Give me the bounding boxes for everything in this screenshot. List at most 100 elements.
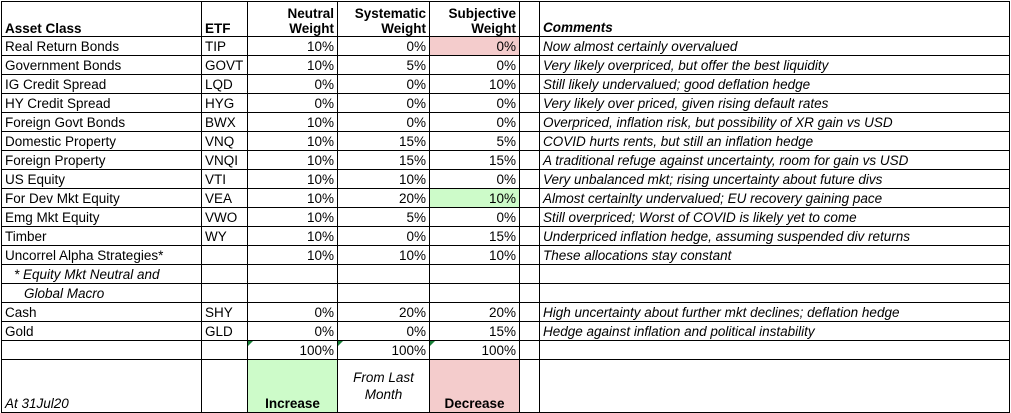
asset-class-cell: Real Return Bonds [1,36,202,56]
neutral-weight-cell: 10% [247,169,338,189]
spacer-cell [519,169,540,189]
header-comments: Comments [539,1,1010,37]
comment-cell: Almost certainlty undervalued; EU recove… [539,188,1010,208]
header-systematic-weight: Systematic Weight [337,1,430,37]
empty-cell [201,264,248,284]
etf-cell: VNQI [201,150,248,170]
empty-cell [201,283,248,303]
subjective-weight-cell: 0% [429,36,520,56]
comment-cell: Overpriced, inflation risk, but possibil… [539,112,1010,132]
table-row: Government Bonds GOVT 10% 5% 0% Very likely o… [1,55,1010,75]
empty-cell [247,264,338,284]
systematic-weight-cell: 0% [337,36,430,56]
spacer-cell [519,302,540,322]
spacer-cell [519,226,540,246]
subjective-weight-cell: 15% [429,226,520,246]
table-row: IG Credit Spread LQD 0% 0% 10% Still likely u… [1,74,1010,94]
neutral-weight-cell: 10% [247,245,338,265]
comment-cell: High uncertainty about further mkt decli… [539,302,1010,322]
neutral-weight-cell: 10% [247,188,338,208]
empty-cell [519,264,540,284]
comment-cell: Very likely over priced, given rising de… [539,93,1010,113]
table-row: Uncorrel Alpha Strategies* 10% 10% 10% These… [1,245,1010,265]
subjective-weight-cell: 5% [429,131,520,151]
spacer-cell [519,245,540,265]
table-row: Foreign Property VNQI 10% 15% 15% A tradition… [1,150,1010,170]
spacer-cell [519,207,540,227]
asset-class-cell: HY Credit Spread [1,93,202,113]
asset-class-cell: Domestic Property [1,131,202,151]
table-row: Real Return Bonds TIP 10% 0% 0% Now almost ce… [1,36,1010,56]
systematic-weight-cell: 20% [337,302,430,322]
neutral-weight-cell: 0% [247,302,338,322]
table-row: Emg Mkt Equity VWO 10% 5% 0% Still overpriced… [1,207,1010,227]
table-row: Cash SHY 0% 20% 20% High uncertainty about fu… [1,302,1010,322]
asset-class-cell: Foreign Govt Bonds [1,112,202,132]
empty-cell [429,264,520,284]
asset-class-cell: For Dev Mkt Equity [1,188,202,208]
comment-cell: Still likely undervalued; good deflation… [539,74,1010,94]
subjective-weight-cell: 15% [429,321,520,341]
empty-cell [201,340,248,360]
as-of-date: At 31Jul20 [1,359,202,413]
systematic-weight-cell: 0% [337,74,430,94]
empty-cell [539,359,1010,413]
comment-cell: These allocations stay constant [539,245,1010,265]
neutral-weight-cell: 10% [247,150,338,170]
neutral-weight-cell: 10% [247,226,338,246]
empty-cell [519,340,540,360]
systematic-weight-cell: 0% [337,321,430,341]
asset-class-cell: Uncorrel Alpha Strategies* [1,245,202,265]
spacer-cell [519,112,540,132]
neutral-weight-cell: 0% [247,93,338,113]
asset-class-cell: Cash [1,302,202,322]
empty-cell [519,283,540,303]
neutral-weight-cell: 10% [247,131,338,151]
subjective-weight-cell: 0% [429,207,520,227]
etf-cell: SHY [201,302,248,322]
comment-cell: A traditional refuge against uncertainty… [539,150,1010,170]
asset-class-cell: US Equity [1,169,202,189]
comment-cell: Hedge against inflation and political in… [539,321,1010,341]
spacer-cell [519,74,540,94]
total-systematic-weight: 100% [337,340,430,360]
subjective-weight-cell: 0% [429,93,520,113]
comment-cell: COVID hurts rents, but still an inflatio… [539,131,1010,151]
header-asset-class: Asset Class [1,1,202,37]
increase-legend: Increase [247,359,338,413]
empty-cell [1,340,202,360]
etf-cell: GOVT [201,55,248,75]
neutral-weight-cell: 10% [247,36,338,56]
empty-cell [539,340,1010,360]
spacer-cell [519,321,540,341]
footnote-text: * Equity Mkt Neutral and [1,264,202,284]
etf-cell: TIP [201,36,248,56]
spacer-cell [519,55,540,75]
subjective-weight-cell: 10% [429,188,520,208]
spacer-cell [519,1,540,37]
empty-cell [201,359,248,413]
subjective-weight-cell: 15% [429,150,520,170]
from-last-month-legend: From Last Month [337,359,430,413]
neutral-weight-cell: 0% [247,74,338,94]
comment-cell: Very unbalanced mkt; rising uncertainty … [539,169,1010,189]
systematic-weight-cell: 10% [337,245,430,265]
subjective-weight-cell: 0% [429,169,520,189]
header-neutral-weight: Neutral Weight [247,1,338,37]
comment-cell: Underpriced inflation hedge, assuming su… [539,226,1010,246]
etf-cell: VTI [201,169,248,189]
table-row: For Dev Mkt Equity VEA 10% 20% 10% Almost cer… [1,188,1010,208]
systematic-weight-cell: 5% [337,55,430,75]
header-etf: ETF [201,1,248,37]
asset-class-cell: Gold [1,321,202,341]
etf-cell: GLD [201,321,248,341]
legend-row: At 31Jul20 Increase From Last Month Decrease [1,359,1010,413]
neutral-weight-cell: 0% [247,321,338,341]
asset-class-cell: Emg Mkt Equity [1,207,202,227]
asset-class-cell: Foreign Property [1,150,202,170]
decrease-legend: Decrease [429,359,520,413]
spacer-cell [519,36,540,56]
etf-cell: LQD [201,74,248,94]
subjective-weight-cell: 20% [429,302,520,322]
